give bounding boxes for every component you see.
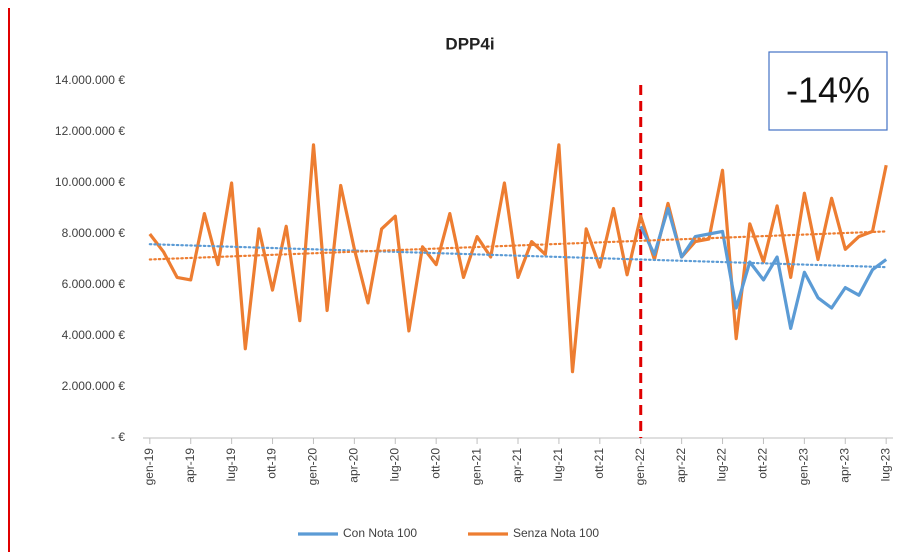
x-tick-label: gen-19 xyxy=(142,448,156,486)
x-tick-label: gen-21 xyxy=(469,448,483,486)
x-tick-label: gen-22 xyxy=(633,448,647,486)
x-tick-label: apr-21 xyxy=(510,448,524,483)
legend-label: Con Nota 100 xyxy=(343,526,417,540)
annotation-box xyxy=(768,51,888,131)
y-tick-label: 12.000.000 € xyxy=(55,124,125,138)
y-tick-label: 8.000.000 € xyxy=(62,226,126,240)
x-tick-label: lug-20 xyxy=(387,448,401,482)
annotation: -14% xyxy=(786,70,870,111)
x-tick-label: ott-22 xyxy=(756,448,770,479)
x-tick-label: apr-22 xyxy=(674,448,688,483)
trendline xyxy=(148,230,888,261)
x-tick-label: ott-20 xyxy=(428,448,442,479)
x-tick-label: ott-19 xyxy=(265,448,279,479)
y-tick-label: 14.000.000 € xyxy=(55,73,125,87)
x-tick-label: gen-20 xyxy=(306,448,320,486)
x-tick-label: lug-21 xyxy=(551,448,565,482)
x-tick-label: ott-21 xyxy=(592,448,606,479)
x-tick-label: apr-23 xyxy=(837,448,851,483)
x-tick-label: lug-23 xyxy=(878,448,892,482)
series-line xyxy=(148,143,888,374)
y-tick-label: 4.000.000 € xyxy=(62,328,126,342)
y-tick-label: 10.000.000 € xyxy=(55,175,125,189)
chart-title: DPP4i xyxy=(445,34,494,53)
legend-label: Senza Nota 100 xyxy=(513,526,599,540)
x-tick-label: apr-20 xyxy=(347,448,361,483)
trendline xyxy=(148,243,888,269)
x-tick-label: gen-23 xyxy=(797,448,811,486)
y-tick-label: 2.000.000 € xyxy=(62,379,126,393)
series-line xyxy=(639,206,888,330)
y-tick-label: 6.000.000 € xyxy=(62,277,126,291)
x-tick-label: lug-22 xyxy=(715,448,729,482)
x-tick-label: apr-19 xyxy=(183,448,197,483)
x-tick-label: lug-19 xyxy=(224,448,238,482)
y-tick-label: - € xyxy=(111,430,125,444)
